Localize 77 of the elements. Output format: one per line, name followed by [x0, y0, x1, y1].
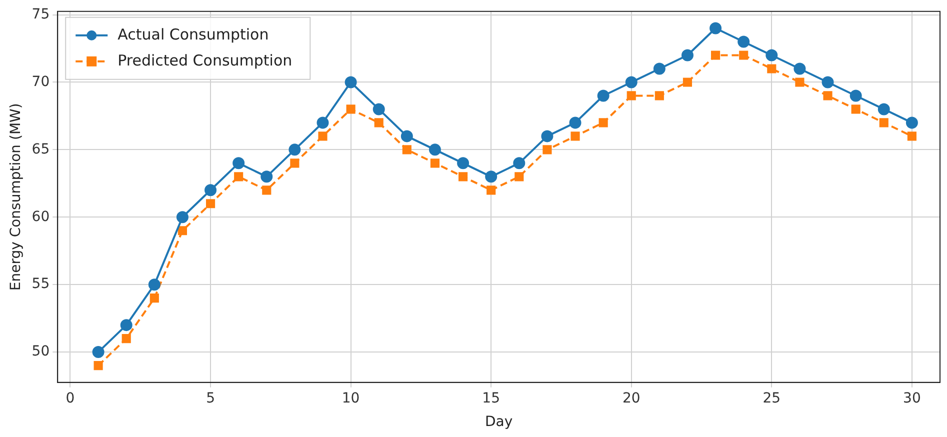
point	[514, 172, 524, 182]
point	[402, 145, 412, 154]
point	[430, 158, 440, 168]
point	[542, 145, 552, 154]
point	[653, 62, 666, 75]
y-tick-label: 75	[32, 6, 50, 22]
point	[120, 319, 132, 332]
point	[569, 116, 582, 129]
point	[654, 91, 664, 100]
point	[879, 118, 888, 128]
point	[570, 132, 580, 141]
point	[681, 49, 694, 62]
point	[344, 76, 357, 88]
point	[738, 36, 750, 48]
point	[541, 130, 554, 142]
y-tick-label: 60	[32, 208, 50, 225]
point	[598, 118, 608, 128]
point	[372, 103, 385, 116]
point	[458, 172, 468, 182]
x-tick-label: 5	[206, 390, 215, 406]
point	[486, 186, 496, 195]
point	[457, 157, 470, 170]
point	[823, 91, 832, 100]
point	[92, 346, 104, 358]
point	[374, 118, 384, 128]
point	[232, 157, 245, 170]
legend-label: Actual Consumption	[118, 25, 269, 44]
point	[626, 91, 636, 100]
legend-label: Predicted Consumption	[118, 51, 292, 70]
point	[906, 116, 918, 129]
point	[625, 76, 638, 88]
point	[94, 361, 103, 370]
point	[428, 144, 441, 156]
point	[907, 132, 916, 141]
point	[400, 130, 413, 142]
point	[316, 116, 329, 129]
point	[178, 226, 188, 236]
point	[795, 78, 804, 87]
x-tick-label: 0	[66, 390, 75, 406]
y-tick-label: 55	[32, 276, 50, 292]
x-tick-label: 25	[762, 390, 781, 406]
point	[204, 184, 217, 196]
point	[710, 22, 722, 34]
point	[260, 170, 273, 183]
point	[767, 64, 776, 74]
point	[318, 132, 328, 141]
point	[850, 90, 862, 102]
point	[288, 144, 301, 156]
point	[290, 158, 300, 168]
x-tick-label: 15	[482, 390, 500, 406]
point	[346, 104, 356, 114]
point	[206, 199, 216, 208]
point	[176, 211, 188, 224]
point	[878, 103, 890, 116]
x-tick-label: 30	[903, 390, 921, 406]
point	[794, 62, 806, 75]
y-tick-label: 70	[32, 74, 50, 90]
y-axis-title: Energy Consumption (MW)	[8, 103, 24, 291]
point	[485, 170, 498, 183]
point	[234, 172, 244, 182]
point	[739, 50, 748, 60]
x-axis-title: Day	[484, 414, 513, 430]
point	[711, 50, 720, 60]
x-tick-label: 10	[342, 390, 360, 406]
point	[682, 78, 692, 87]
point	[150, 294, 159, 303]
point	[122, 334, 131, 344]
point	[148, 278, 160, 291]
point	[262, 186, 272, 195]
y-tick-label: 65	[32, 141, 50, 158]
point	[597, 90, 610, 102]
point	[822, 76, 834, 88]
point	[513, 157, 526, 170]
x-tick-label: 20	[622, 390, 640, 406]
y-tick-label: 50	[32, 344, 50, 360]
point	[766, 49, 778, 62]
point	[851, 104, 860, 114]
